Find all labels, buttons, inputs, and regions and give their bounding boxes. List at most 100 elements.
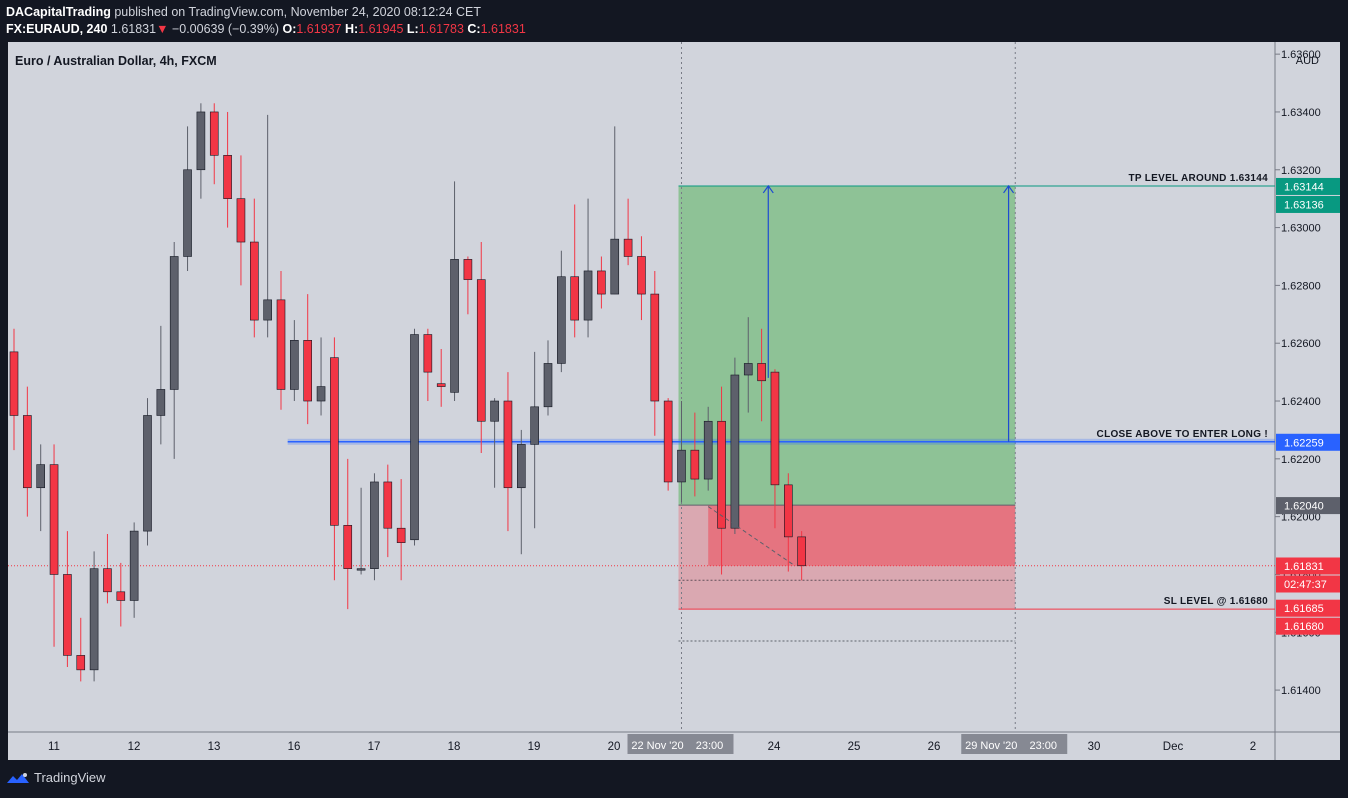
trade-connector-dashed [707, 506, 796, 567]
candle-body [250, 241, 259, 321]
candle-body [9, 351, 19, 416]
price-badge [1276, 575, 1340, 593]
candle-body [263, 299, 272, 321]
candle-body [143, 415, 152, 532]
ohlc-line: FX:EURAUD, 240 1.61831▼ −0.00639 (−0.39%… [6, 22, 526, 36]
symbol-label: FX:EURAUD, 240 [6, 22, 108, 36]
candle-body [156, 389, 166, 416]
time-axis-tick-label: 12 [128, 741, 141, 753]
time-range-date: 22 Nov '20 [631, 740, 683, 752]
candle-body [89, 568, 99, 671]
time-range-badge [961, 734, 1068, 754]
time-range-time: 23:00 [696, 740, 724, 752]
high-value: 1.61945 [358, 22, 404, 36]
price-badge-label: 1.62040 [1284, 501, 1324, 513]
price-chart[interactable]: TP LEVEL AROUND 1.63144 CLOSE ABOVE TO EN… [8, 42, 1340, 760]
candle-body [129, 530, 139, 601]
currency-label: AUD [1296, 55, 1319, 67]
candle-body [476, 279, 486, 422]
candle-body [36, 464, 46, 489]
candle-body [783, 484, 793, 538]
price-axis-tick-label: 1.62200 [1281, 454, 1321, 466]
time-axis-tick-label: 25 [848, 741, 861, 753]
price-axis-tick-label: 1.62400 [1281, 396, 1321, 408]
price-badge [1276, 617, 1340, 635]
candle-body [650, 293, 660, 402]
candle-body [316, 386, 326, 402]
candle-body [436, 383, 446, 387]
candle-body [503, 400, 513, 489]
open-loss-zone [708, 505, 1016, 566]
candle-body [690, 449, 700, 480]
price-badge-label: 1.62259 [1284, 437, 1324, 449]
chart-area[interactable]: TP LEVEL AROUND 1.63144 CLOSE ABOVE TO EN… [8, 42, 1340, 760]
candle-body [290, 340, 299, 390]
open-label: O: [282, 22, 297, 36]
time-range-badge [627, 734, 734, 754]
candle-body [597, 270, 606, 295]
candle-body [610, 238, 620, 295]
open-value: 1.61937 [296, 22, 342, 36]
publish-info: published on TradingView.com, November 2… [114, 5, 482, 19]
brand-label: TradingView [34, 770, 106, 785]
time-axis-tick-label: 13 [208, 741, 221, 753]
publisher-name[interactable]: DACapitalTrading [6, 5, 111, 19]
entry-condition-label: CLOSE ABOVE TO ENTER LONG ! [1097, 429, 1268, 440]
time-axis-tick-label: 16 [288, 741, 301, 753]
price-axis-background [1275, 42, 1340, 732]
price-axis-tick-label: 1.63400 [1281, 107, 1321, 119]
price-badge-label: 1.61831 [1284, 561, 1324, 573]
chart-title: Euro / Australian Dollar, 4h, FXCM [15, 54, 217, 68]
candle-body [303, 340, 313, 402]
sl-level-label: SL LEVEL @ 1.61680 [1164, 596, 1268, 607]
last-price: 1.61831 [110, 22, 157, 36]
low-label: L: [406, 22, 419, 36]
candle-body [516, 444, 526, 489]
tradingview-logo[interactable]: TradingView [6, 770, 106, 785]
price-badge [1276, 497, 1340, 515]
candle-body [196, 111, 206, 171]
tp-arrow-head [1003, 184, 1015, 194]
candle-body [343, 525, 353, 569]
price-axis-tick-label: 1.63200 [1281, 165, 1321, 177]
candle-body [570, 276, 580, 321]
close-value: 1.61831 [480, 22, 526, 36]
candle-body [410, 334, 419, 541]
time-range-date: 29 Nov '20 [965, 740, 1017, 752]
candle-body [450, 259, 459, 393]
close-label: C: [467, 22, 481, 36]
price-axis-tick-label: 1.62600 [1281, 338, 1321, 350]
footer-bar: TradingView [0, 760, 1348, 798]
price-badge-label: 1.61685 [1284, 603, 1324, 615]
candle-body [396, 527, 406, 543]
candle-body [330, 357, 339, 526]
time-axis-tick-label: 20 [608, 741, 621, 753]
candle-body [463, 259, 473, 280]
down-arrow-icon: ▼ [156, 22, 169, 36]
candle-body [743, 363, 753, 376]
profit-zone [678, 185, 1016, 506]
candle-body [183, 169, 192, 257]
candle-body [423, 334, 433, 373]
candle-body [623, 238, 633, 257]
price-badge [1276, 557, 1340, 575]
price-badge [1276, 433, 1340, 451]
candle-body [543, 363, 553, 408]
candle-body [637, 256, 646, 295]
price-axis-tick-label: 1.63000 [1281, 223, 1321, 235]
time-axis-tick-label: 24 [768, 741, 781, 753]
time-axis-tick-label: 19 [528, 741, 541, 753]
price-badge [1276, 177, 1340, 195]
candle-body [717, 420, 726, 529]
candle-body [169, 256, 179, 390]
time-axis-tick-label: 2 [1250, 741, 1256, 753]
chart-header: DACapitalTrading published on TradingVie… [0, 0, 1348, 42]
price-badge [1276, 195, 1340, 213]
candle-body [770, 371, 780, 486]
tp-arrow-head [762, 184, 774, 194]
candle-body [557, 276, 566, 364]
candle-body [383, 481, 393, 529]
high-label: H: [345, 22, 359, 36]
price-badge-label: 1.61680 [1284, 621, 1324, 633]
time-axis-tick-label: Dec [1163, 741, 1184, 753]
